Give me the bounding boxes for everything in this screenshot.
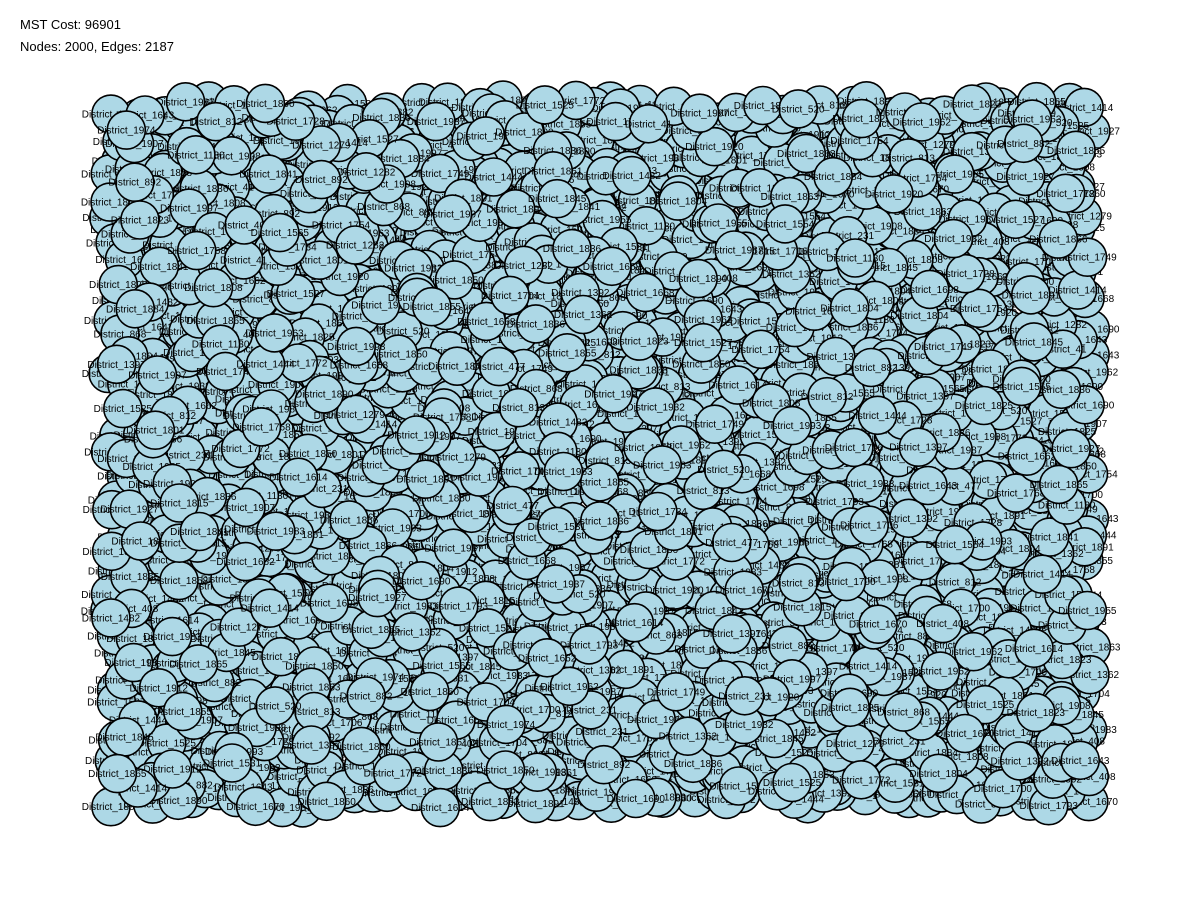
node-layer: District_1728District_1907District_520Di… [81,80,1121,828]
graph-size-label: Nodes: 2000, Edges: 2187 [20,36,174,58]
mst-cost-label: MST Cost: 96901 [20,14,174,36]
graph-header: MST Cost: 96901 Nodes: 2000, Edges: 2187 [20,14,174,58]
